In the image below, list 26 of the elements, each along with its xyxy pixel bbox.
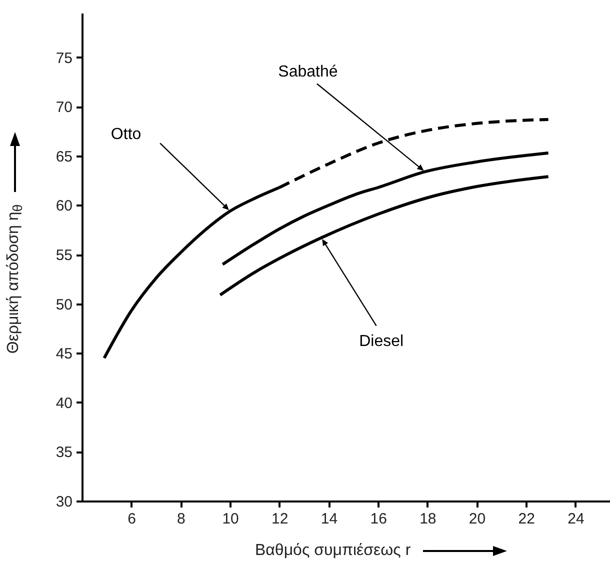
x-tick-label: 10 <box>222 510 239 528</box>
y-tick-label: 40 <box>56 394 72 412</box>
line-series <box>221 151 550 266</box>
x-tick-label: 22 <box>518 510 535 528</box>
x-tick-label: 6 <box>128 510 136 528</box>
x-tick-label: 24 <box>568 510 584 528</box>
x-tick-label: 18 <box>420 510 436 528</box>
x-tick-label: 20 <box>468 510 486 528</box>
x-tick-label: 8 <box>177 510 186 528</box>
y-tick-label: 70 <box>56 99 72 116</box>
y-tick-label: 75 <box>56 50 72 67</box>
text: Diesel <box>359 332 404 350</box>
text: Sabathé <box>278 64 338 81</box>
x-tick-label: 12 <box>272 510 288 528</box>
x-tick-label: 16 <box>370 510 387 528</box>
y-tick-label: 55 <box>56 247 72 264</box>
x-axis-title: Βαθμός συμπιέσεως r <box>255 542 411 560</box>
x-tick-label: 14 <box>320 510 338 528</box>
y-tick-label: 60 <box>56 198 72 215</box>
text: Otto <box>110 126 142 144</box>
y-tick-label: 30 <box>56 494 72 510</box>
y-tick-label: 45 <box>56 346 72 363</box>
line-series <box>218 175 550 296</box>
y-tick-label: 65 <box>56 148 72 166</box>
y-tick-label: 50 <box>56 296 72 314</box>
y-tick-label: 35 <box>56 444 72 462</box>
